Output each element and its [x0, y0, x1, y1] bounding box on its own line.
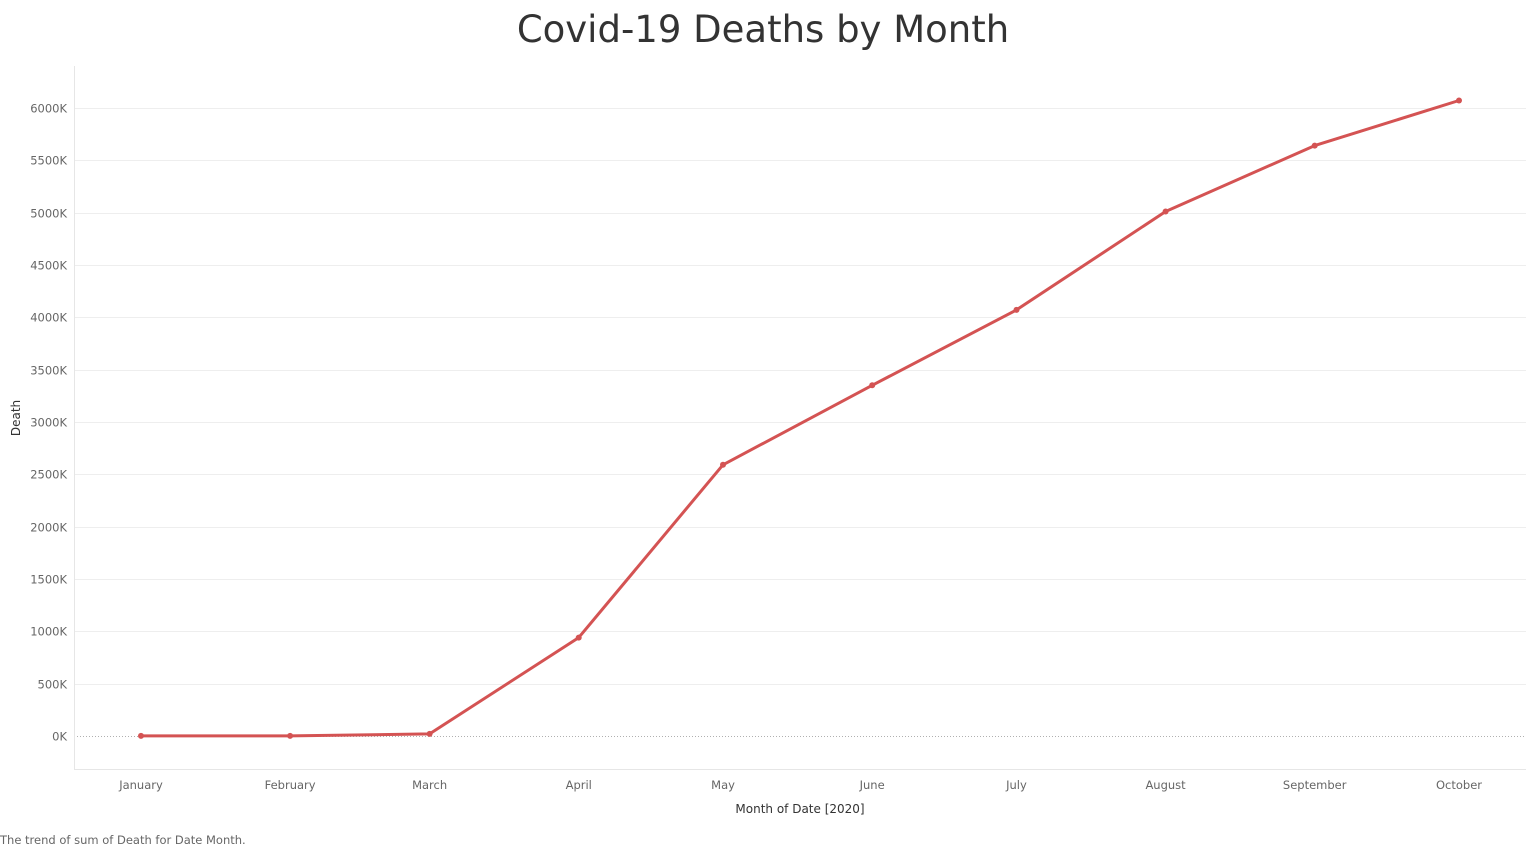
data-point[interactable] — [1162, 208, 1169, 215]
y-tick-label: 5500K — [30, 154, 67, 168]
y-axis-title: Death — [9, 400, 23, 436]
x-tick-label: March — [412, 778, 447, 792]
data-point[interactable] — [426, 730, 433, 737]
y-tick-labels: 0K 500K 1000K 1500K 2000K 2500K 3000K 3500K 4000… — [30, 102, 67, 744]
x-tick-label: June — [859, 778, 885, 792]
x-tick-labels: January February March April May June July Augu… — [118, 778, 1482, 792]
y-tick-label: 6000K — [30, 102, 67, 116]
data-point[interactable] — [869, 382, 876, 389]
x-tick-label: May — [711, 778, 735, 792]
x-tick-label: April — [566, 778, 592, 792]
x-tick-label: July — [1005, 778, 1027, 792]
chart-caption: The trend of sum of Death for Date Month… — [0, 833, 246, 847]
data-point[interactable] — [720, 461, 726, 468]
y-tick-label: 2000K — [30, 521, 67, 535]
y-tick-label: 0K — [52, 730, 67, 744]
y-tick-label: 2500K — [30, 468, 67, 482]
y-tick-label: 4500K — [30, 259, 67, 273]
x-tick-label: February — [265, 778, 316, 792]
data-point[interactable] — [287, 732, 294, 739]
y-tick-label: 4000K — [30, 311, 67, 325]
y-tick-label: 5000K — [30, 207, 67, 221]
x-tick-label: January — [118, 778, 163, 792]
y-tick-label: 1500K — [30, 573, 67, 587]
y-tick-label: 500K — [38, 678, 68, 692]
data-point[interactable] — [1311, 142, 1318, 149]
data-point[interactable] — [138, 732, 144, 739]
data-point[interactable] — [1013, 306, 1020, 313]
series-layer — [138, 97, 1462, 739]
y-tick-label: 3500K — [30, 364, 67, 378]
x-tick-label: August — [1145, 778, 1186, 792]
data-point[interactable] — [1456, 97, 1462, 104]
chart-title: Covid-19 Deaths by Month — [516, 8, 1010, 51]
x-axis-title: Month of Date [2020] — [735, 802, 864, 816]
x-tick-label: October — [1436, 778, 1482, 792]
y-tick-label: 1000K — [30, 625, 67, 639]
series-line — [139, 99, 1461, 738]
grid-layer — [74, 108, 1526, 737]
y-tick-label: 3000K — [30, 416, 67, 430]
x-tick-label: September — [1283, 778, 1347, 792]
data-point[interactable] — [575, 634, 582, 641]
axis-layer — [74, 66, 1526, 770]
